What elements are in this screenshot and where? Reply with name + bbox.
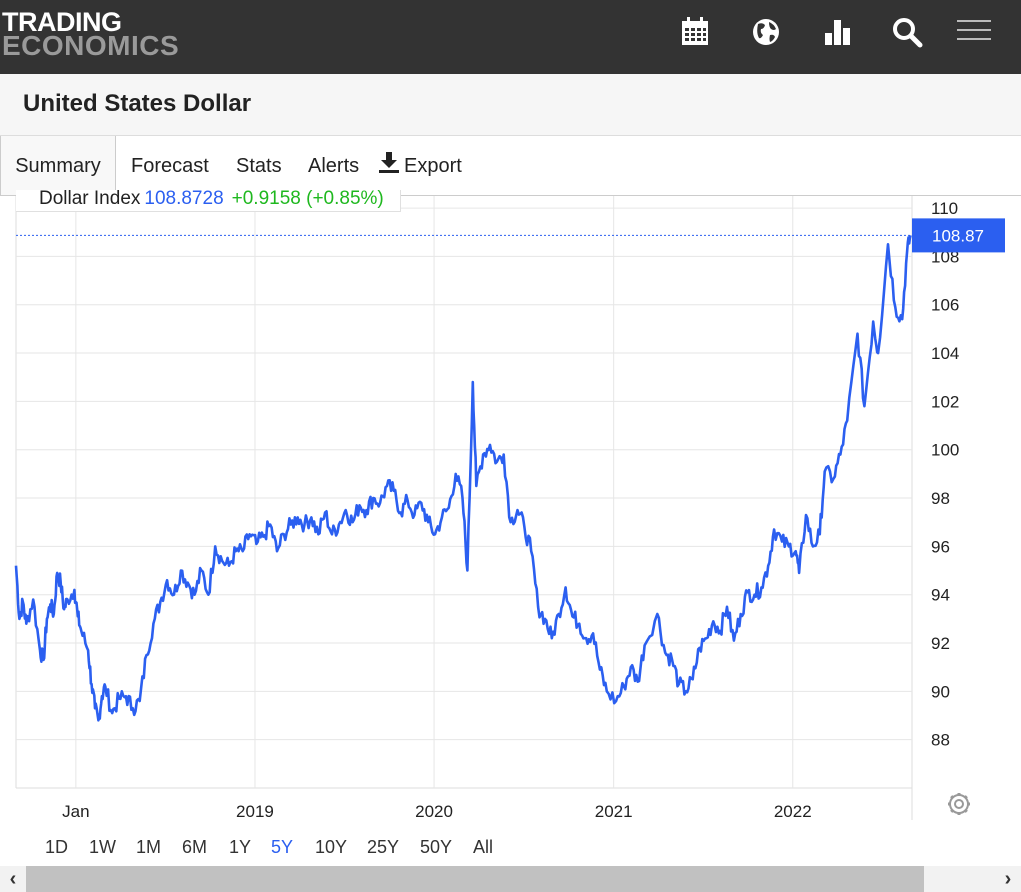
tab-bar: Summary Forecast Stats Alerts Export <box>0 136 1021 196</box>
logo-line-1: TRADING <box>2 7 122 37</box>
y-tick-label: 88 <box>931 731 950 750</box>
top-navigation-bar: TRADING ECONOMICS <box>0 0 1021 74</box>
legend-change: +0.9158 (+0.85%) <box>231 190 384 209</box>
horizontal-scrollbar[interactable]: ‹ › <box>0 866 1021 892</box>
y-tick-label: 102 <box>931 392 959 411</box>
range-50y[interactable]: 50Y <box>420 837 453 857</box>
scroll-left-arrow-icon[interactable]: ‹ <box>9 868 17 890</box>
range-6m[interactable]: 6M <box>182 837 208 857</box>
last-value-badge-bg <box>912 218 1005 253</box>
range-all[interactable]: All <box>473 837 494 857</box>
logo-line-2: ECONOMICS <box>2 30 180 61</box>
y-tick-label: 110 <box>931 199 958 218</box>
download-icon <box>379 152 399 173</box>
tab-forecast[interactable]: Forecast <box>131 155 209 177</box>
search-icon[interactable] <box>889 14 925 50</box>
range-5y[interactable]: 5Y <box>271 837 294 857</box>
y-tick-label: 92 <box>931 634 950 653</box>
y-tick-label: 100 <box>931 441 959 460</box>
range-25y[interactable]: 25Y <box>367 837 400 857</box>
scrollbar-thumb[interactable] <box>26 866 924 892</box>
title-bar: United States Dollar <box>0 74 1021 136</box>
bar-chart-icon[interactable] <box>820 14 856 50</box>
settings-gear-icon[interactable] <box>948 793 970 815</box>
tab-stats[interactable]: Stats <box>236 155 282 177</box>
calendar-icon[interactable] <box>677 14 713 50</box>
x-tick-label: Jan <box>62 802 89 821</box>
y-tick-label: 106 <box>931 296 959 315</box>
y-tick-label: 94 <box>931 586 950 605</box>
y-tick-label: 90 <box>931 682 950 701</box>
range-1m[interactable]: 1M <box>136 837 162 857</box>
legend-series-name: Dollar Index <box>39 190 141 209</box>
last-value-badge: 108.87 <box>912 218 1005 253</box>
tab-summary[interactable]: Summary <box>0 136 116 195</box>
trading-economics-logo[interactable]: TRADING ECONOMICS <box>2 7 180 61</box>
range-10y[interactable]: 10Y <box>315 837 348 857</box>
chart-area[interactable]: 88 90 92 94 96 98 100 102 104 106 108 110 Jan 2019 20… <box>0 190 1021 866</box>
range-1y[interactable]: 1Y <box>229 837 252 857</box>
range-selector: 1D 1W 1M 6M 1Y 5Y 10Y 25Y 50Y All <box>0 832 1021 862</box>
y-tick-label: 104 <box>931 344 959 363</box>
tab-export-label: Export <box>404 155 462 177</box>
x-tick-label: 2021 <box>595 802 633 821</box>
legend-value: 108.8728 <box>144 190 224 209</box>
range-1w[interactable]: 1W <box>89 837 116 857</box>
last-value-label: 108.87 <box>932 226 984 245</box>
tab-export[interactable]: Export <box>378 136 462 195</box>
x-axis: Jan 2019 2020 2021 2022 <box>62 802 812 821</box>
scroll-right-arrow-icon[interactable]: › <box>1004 868 1012 890</box>
x-tick-label: 2019 <box>236 802 274 821</box>
dollar-index-series-line <box>14 235 912 722</box>
x-tick-label: 2020 <box>415 802 453 821</box>
menu-icon[interactable] <box>956 14 992 50</box>
chart-legend: Dollar Index 108.8728 +0.9158 (+0.85%) <box>16 190 401 212</box>
tab-alerts[interactable]: Alerts <box>308 155 360 177</box>
y-tick-label: 96 <box>931 537 950 556</box>
page-title: United States Dollar <box>23 90 252 117</box>
range-1d[interactable]: 1D <box>45 837 69 857</box>
y-tick-label: 98 <box>931 489 950 508</box>
globe-icon[interactable] <box>748 14 784 50</box>
x-tick-label: 2022 <box>774 802 812 821</box>
